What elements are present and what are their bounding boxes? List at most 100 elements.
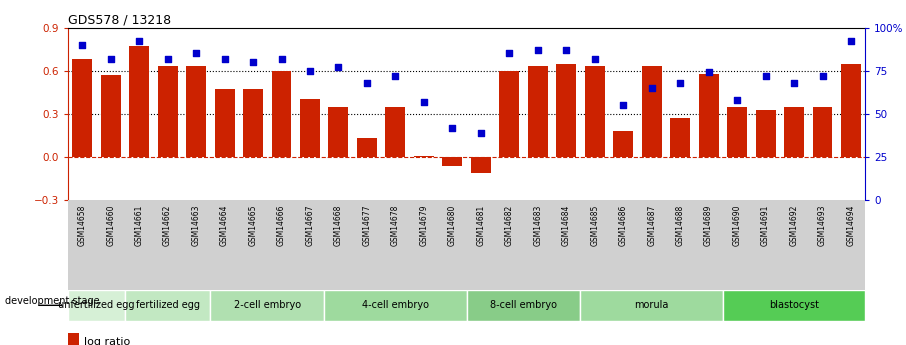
Text: GSM14691: GSM14691 xyxy=(761,205,770,246)
Point xyxy=(332,65,346,70)
Bar xyxy=(72,59,92,157)
Bar xyxy=(300,99,320,157)
Text: development stage: development stage xyxy=(5,296,99,306)
Text: GSM14692: GSM14692 xyxy=(789,205,798,246)
Bar xyxy=(243,89,263,157)
Point xyxy=(587,56,602,61)
Point xyxy=(616,102,631,108)
Bar xyxy=(130,46,149,157)
Text: GSM14677: GSM14677 xyxy=(362,205,371,246)
Bar xyxy=(272,71,292,157)
Bar xyxy=(471,157,491,173)
Point xyxy=(531,47,545,53)
Bar xyxy=(442,157,462,166)
Bar xyxy=(210,290,324,321)
Point xyxy=(275,56,289,61)
Text: GDS578 / 13218: GDS578 / 13218 xyxy=(68,13,171,27)
Text: 8-cell embryo: 8-cell embryo xyxy=(490,300,557,310)
Point xyxy=(815,73,830,79)
Bar xyxy=(467,290,581,321)
Point xyxy=(559,47,573,53)
Bar xyxy=(158,66,178,157)
Text: GSM14689: GSM14689 xyxy=(704,205,713,246)
Bar xyxy=(841,63,861,157)
Bar xyxy=(101,75,120,157)
Text: GSM14665: GSM14665 xyxy=(248,205,257,246)
Point xyxy=(644,85,659,91)
Text: GSM14683: GSM14683 xyxy=(534,205,543,246)
Point xyxy=(758,73,773,79)
Bar xyxy=(499,71,519,157)
Bar xyxy=(329,107,349,157)
Text: GSM14663: GSM14663 xyxy=(191,205,200,246)
Text: GSM14666: GSM14666 xyxy=(277,205,286,246)
Text: blastocyst: blastocyst xyxy=(769,300,819,310)
Point xyxy=(160,56,175,61)
Text: GSM14662: GSM14662 xyxy=(163,205,172,246)
Bar xyxy=(68,290,125,321)
Text: unfertilized egg: unfertilized egg xyxy=(58,300,135,310)
Point xyxy=(445,125,459,130)
Bar xyxy=(756,110,776,157)
Bar xyxy=(528,66,548,157)
Bar xyxy=(556,63,576,157)
Text: GSM14668: GSM14668 xyxy=(334,205,343,246)
Point xyxy=(502,51,516,56)
Bar xyxy=(215,89,235,157)
Bar xyxy=(414,156,434,157)
Text: GSM14658: GSM14658 xyxy=(78,205,87,246)
Bar xyxy=(385,107,405,157)
Bar xyxy=(613,131,633,157)
Text: 4-cell embryo: 4-cell embryo xyxy=(361,300,429,310)
Text: GSM14682: GSM14682 xyxy=(505,205,514,246)
Bar xyxy=(813,107,833,157)
Point xyxy=(474,130,488,136)
Text: GSM14686: GSM14686 xyxy=(619,205,628,246)
Text: fertilized egg: fertilized egg xyxy=(136,300,199,310)
Text: GSM14687: GSM14687 xyxy=(647,205,656,246)
Point xyxy=(388,73,402,79)
Text: log ratio: log ratio xyxy=(84,337,130,345)
Text: GSM14680: GSM14680 xyxy=(448,205,457,246)
Text: GSM14694: GSM14694 xyxy=(846,205,855,246)
Text: GSM14690: GSM14690 xyxy=(733,205,742,246)
Bar xyxy=(68,333,80,345)
Bar xyxy=(584,66,604,157)
Text: GSM14678: GSM14678 xyxy=(390,205,400,246)
Point xyxy=(730,97,745,103)
Point xyxy=(843,39,858,44)
Point xyxy=(246,59,260,65)
Bar xyxy=(581,290,723,321)
Bar xyxy=(728,107,747,157)
Bar xyxy=(125,290,210,321)
Text: GSM14667: GSM14667 xyxy=(305,205,314,246)
Point xyxy=(75,42,90,48)
Point xyxy=(103,56,118,61)
Bar xyxy=(324,290,467,321)
Point xyxy=(303,68,317,73)
Text: GSM14693: GSM14693 xyxy=(818,205,827,246)
Point xyxy=(417,99,431,105)
Point xyxy=(132,39,147,44)
Bar xyxy=(670,118,690,157)
Text: GSM14661: GSM14661 xyxy=(135,205,144,246)
Point xyxy=(217,56,232,61)
Bar xyxy=(186,66,206,157)
Bar xyxy=(641,66,661,157)
Bar xyxy=(699,73,718,157)
Text: GSM14685: GSM14685 xyxy=(590,205,599,246)
Text: GSM14681: GSM14681 xyxy=(477,205,486,246)
Point xyxy=(673,80,688,86)
Text: morula: morula xyxy=(634,300,669,310)
Bar xyxy=(784,107,804,157)
Text: GSM14660: GSM14660 xyxy=(106,205,115,246)
Point xyxy=(786,80,801,86)
Point xyxy=(188,51,203,56)
Text: GSM14688: GSM14688 xyxy=(676,205,685,246)
Text: 2-cell embryo: 2-cell embryo xyxy=(234,300,301,310)
Point xyxy=(701,70,716,75)
Text: GSM14664: GSM14664 xyxy=(220,205,229,246)
Text: GSM14679: GSM14679 xyxy=(419,205,429,246)
Bar xyxy=(357,138,377,157)
Point xyxy=(360,80,374,86)
